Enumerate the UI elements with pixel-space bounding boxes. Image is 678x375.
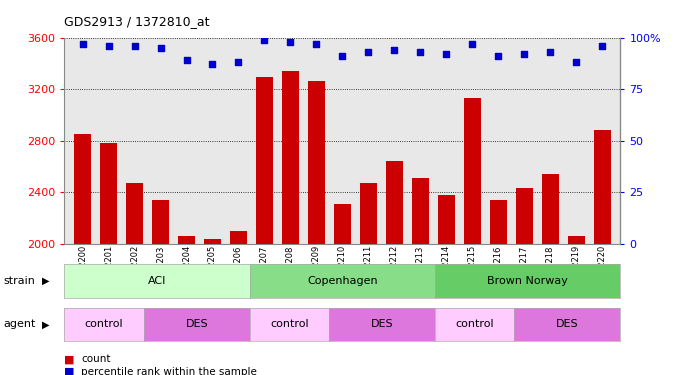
Bar xyxy=(256,78,273,375)
Bar xyxy=(152,200,169,375)
Text: DES: DES xyxy=(186,320,208,329)
Point xyxy=(233,59,244,65)
Bar xyxy=(178,236,195,375)
Point xyxy=(519,51,530,57)
Point xyxy=(129,43,140,49)
Text: percentile rank within the sample: percentile rank within the sample xyxy=(81,367,257,375)
Point xyxy=(181,57,192,63)
Text: Copenhagen: Copenhagen xyxy=(307,276,378,286)
Point xyxy=(493,53,504,59)
Text: control: control xyxy=(270,320,308,329)
Text: control: control xyxy=(456,320,494,329)
Point xyxy=(597,43,607,49)
Bar xyxy=(74,134,91,375)
Point xyxy=(571,59,582,65)
Text: DES: DES xyxy=(371,320,393,329)
Text: ▶: ▶ xyxy=(42,320,49,329)
Point xyxy=(285,39,296,45)
Text: count: count xyxy=(81,354,111,364)
Point xyxy=(389,47,400,53)
Point xyxy=(415,49,426,55)
Point xyxy=(337,53,348,59)
Bar xyxy=(360,183,377,375)
Bar xyxy=(282,71,299,375)
Text: strain: strain xyxy=(3,276,35,286)
Point xyxy=(441,51,452,57)
Bar xyxy=(516,188,533,375)
Point xyxy=(103,43,114,49)
Bar xyxy=(567,236,584,375)
Bar xyxy=(438,195,455,375)
Bar xyxy=(412,178,428,375)
Text: ▶: ▶ xyxy=(42,276,49,286)
Bar xyxy=(542,174,559,375)
Bar xyxy=(594,130,611,375)
Text: control: control xyxy=(85,320,123,329)
Point xyxy=(311,41,322,47)
Bar xyxy=(464,98,481,375)
Text: Brown Norway: Brown Norway xyxy=(487,276,568,286)
Point xyxy=(207,61,218,68)
Point xyxy=(77,41,88,47)
Bar xyxy=(490,200,506,375)
Point xyxy=(363,49,374,55)
Point xyxy=(259,37,270,43)
Point xyxy=(545,49,556,55)
Point xyxy=(155,45,166,51)
Bar xyxy=(386,161,403,375)
Bar xyxy=(100,143,117,375)
Text: ACI: ACI xyxy=(148,276,166,286)
Text: DES: DES xyxy=(556,320,579,329)
Bar xyxy=(204,238,221,375)
Text: ■: ■ xyxy=(64,367,75,375)
Text: GDS2913 / 1372810_at: GDS2913 / 1372810_at xyxy=(64,15,210,28)
Bar xyxy=(308,81,325,375)
Point xyxy=(467,41,478,47)
Bar xyxy=(230,231,247,375)
Text: ■: ■ xyxy=(64,354,75,364)
Bar xyxy=(126,183,143,375)
Text: agent: agent xyxy=(3,320,36,329)
Bar xyxy=(334,204,351,375)
